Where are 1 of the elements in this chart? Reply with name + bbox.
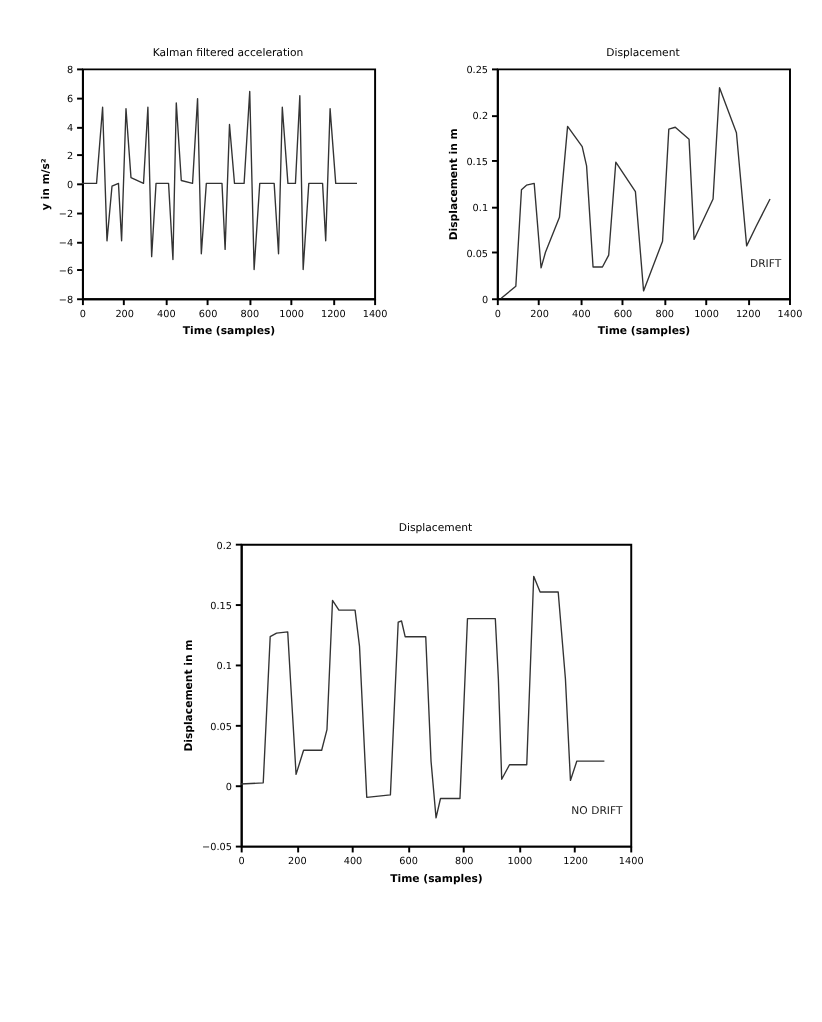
line-series	[81, 90, 358, 271]
